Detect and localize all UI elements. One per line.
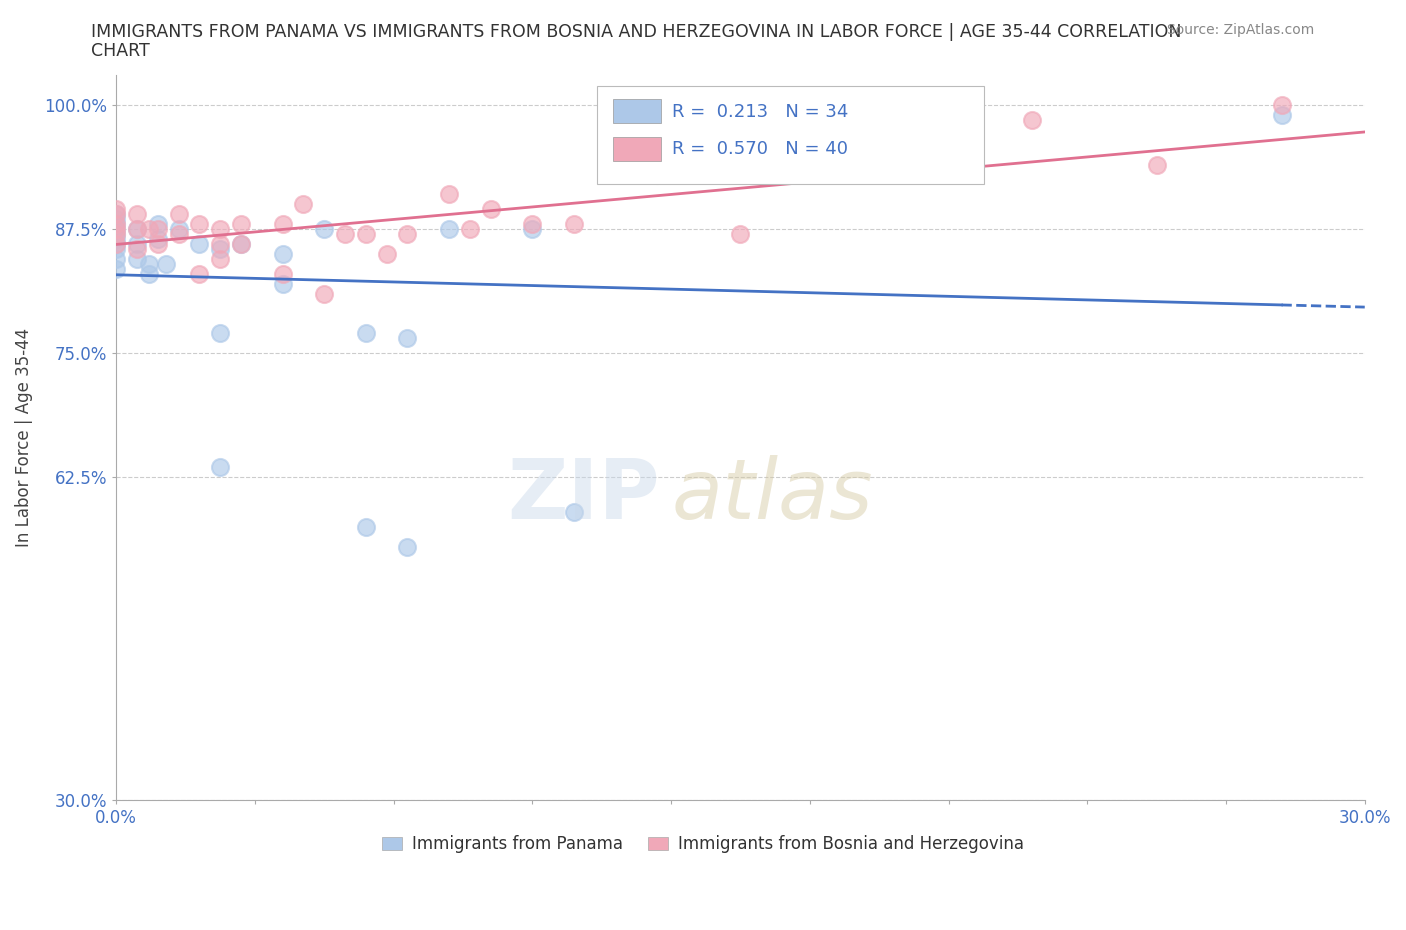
Point [437,221,460,236]
Point [105,227,128,242]
Point [188,266,211,281]
Point [229,236,252,251]
FancyBboxPatch shape [598,86,984,184]
Point [188,217,211,232]
Point [209,326,232,340]
Point [209,251,232,266]
FancyBboxPatch shape [613,137,661,161]
Point [271,266,294,281]
Point [396,227,419,242]
Point [354,326,377,340]
Point [188,236,211,251]
Point [209,221,232,236]
Point [522,217,544,232]
Point [271,246,294,261]
Point [1146,157,1168,172]
Point [209,459,232,474]
Point [125,236,148,251]
FancyBboxPatch shape [613,100,661,124]
Point [1270,108,1292,123]
Point [146,236,169,251]
Point [105,206,128,221]
Point [167,206,190,221]
Legend: Immigrants from Panama, Immigrants from Bosnia and Herzegovina: Immigrants from Panama, Immigrants from … [375,829,1031,860]
Point [1021,113,1043,127]
Point [437,187,460,202]
Point [271,217,294,232]
Text: R =  0.213   N = 34: R = 0.213 N = 34 [672,102,848,121]
Point [354,227,377,242]
Point [105,217,128,232]
Point [314,221,336,236]
Point [314,286,336,301]
Point [138,266,160,281]
Point [562,504,585,519]
Point [138,221,160,236]
Point [125,206,148,221]
Text: ZIP: ZIP [506,455,659,536]
Point [138,257,160,272]
Point [354,519,377,534]
Point [458,221,481,236]
Point [105,217,128,232]
Point [645,167,668,182]
Y-axis label: In Labor Force | Age 35-44: In Labor Force | Age 35-44 [15,328,32,547]
Point [479,202,502,217]
Point [229,217,252,232]
Point [396,331,419,346]
Point [125,221,148,236]
Point [125,221,148,236]
Point [209,242,232,257]
Point [105,206,128,221]
Point [105,236,128,251]
Text: Source: ZipAtlas.com: Source: ZipAtlas.com [1167,23,1315,37]
Point [209,236,232,251]
Point [730,227,752,242]
Point [105,227,128,242]
Point [105,242,128,257]
Point [105,232,128,246]
Point [105,261,128,276]
Point [522,221,544,236]
Point [146,221,169,236]
Point [375,246,398,261]
Point [1270,98,1292,113]
Point [562,217,585,232]
Text: atlas: atlas [672,455,873,536]
Point [292,197,315,212]
Point [271,276,294,291]
Point [125,251,148,266]
Text: R =  0.570   N = 40: R = 0.570 N = 40 [672,140,848,158]
Point [105,221,128,236]
Point [155,257,177,272]
Point [105,212,128,227]
Point [770,167,793,182]
Point [105,251,128,266]
Point [167,227,190,242]
Point [105,236,128,251]
Point [396,539,419,554]
Point [229,236,252,251]
Point [333,227,356,242]
Text: IMMIGRANTS FROM PANAMA VS IMMIGRANTS FROM BOSNIA AND HERZEGOVINA IN LABOR FORCE : IMMIGRANTS FROM PANAMA VS IMMIGRANTS FRO… [91,23,1182,41]
Point [105,202,128,217]
Point [146,232,169,246]
Point [125,242,148,257]
Point [167,221,190,236]
Point [105,221,128,236]
Text: CHART: CHART [91,42,150,60]
Point [146,217,169,232]
